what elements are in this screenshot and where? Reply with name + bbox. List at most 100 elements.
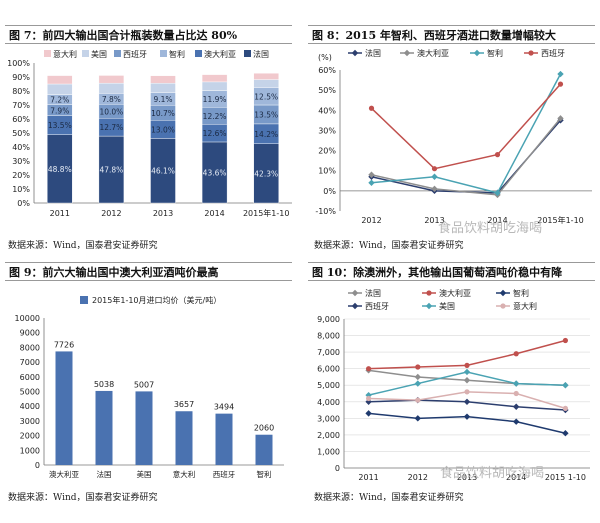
fig7-legend-label: 西班牙: [123, 49, 147, 59]
fig8-legend-label: 西班牙: [541, 48, 565, 58]
fig7-legend-label: 智利: [169, 49, 185, 59]
fig8-legend-label: 澳大利亚: [417, 48, 449, 58]
fig8-chart: (%) 法国 澳大利亚 智利 西班牙 -10% 0% 10% 20% 30% 40% 50% 60% 20…: [315, 48, 592, 225]
fig8-ytick-label: 60%: [318, 66, 336, 75]
fig9-ytick-label: 5000: [20, 388, 40, 397]
fig7-legend-swatch: [160, 50, 167, 57]
fig10-legend-label: 美国: [439, 301, 455, 311]
fig7-xtick-label: 2012: [101, 209, 121, 218]
fig7-data-label: 48.8%: [48, 165, 72, 174]
fig7-ytick-label: 40%: [12, 143, 30, 152]
fig10-xtick-label: 2015 1-10: [545, 473, 586, 482]
fig7-data-label: 12.2%: [203, 112, 227, 121]
fig10-data-point: [513, 390, 519, 397]
fig10-xtick-label: 2012: [408, 473, 428, 482]
fig9-xtick-label: 意大利: [173, 469, 196, 479]
fig8-unit-label: (%): [318, 53, 332, 62]
fig9-ytick-label: 9000: [20, 329, 40, 338]
fig8-data-point: [431, 173, 438, 180]
fig7-data-label: 46.1%: [151, 167, 175, 176]
fig7-data-label: 12.5%: [254, 92, 278, 101]
fig8-legend-label: 法国: [365, 48, 381, 58]
fig10-data-point: [463, 398, 471, 405]
fig7-bar-segment: [47, 83, 73, 95]
fig9-bar: [255, 434, 273, 465]
fig7-ytick-label: 100%: [7, 59, 30, 68]
fig7-bar-segment: [201, 74, 228, 83]
fig9-bar: [135, 391, 153, 465]
fig9-xtick-label: 美国: [137, 469, 152, 479]
fig7-data-label: 11.9%: [203, 95, 227, 104]
fig8-series-line: [371, 117, 562, 196]
fig10-title: 图 10：除澳洲外，其他输出国葡萄酒吨价稳中有降: [312, 266, 563, 279]
fig10-data-point: [513, 351, 519, 357]
fig9-ytick-label: 6000: [20, 373, 40, 382]
fig8-legend-marker: [351, 49, 359, 57]
fig9-ytick-label: 1000: [20, 446, 40, 455]
fig8-title-bar: 图 8：2015 年智利、西班牙酒进口数量增幅较大: [308, 25, 595, 44]
fig9-ytick-label: 8000: [20, 343, 40, 352]
fig10-ytick-label: 4,000: [317, 398, 340, 407]
fig7-legend-swatch: [82, 50, 89, 57]
fig8-title: 图 8：2015 年智利、西班牙酒进口数量增幅较大: [312, 29, 556, 42]
fig7-data-label: 9.1%: [153, 95, 172, 104]
fig8-series-line: [371, 73, 562, 194]
fig8-ytick-label: 0%: [323, 187, 336, 196]
fig10-ytick-label: 3,000: [317, 414, 340, 423]
fig7-xtick-label: 2015年1-10: [243, 208, 290, 218]
fig10-legend-marker: [351, 302, 359, 310]
fig10-ytick-label: 1,000: [317, 447, 340, 456]
fig7-data-label: 10.7%: [151, 109, 175, 118]
fig8-data-point: [557, 115, 564, 122]
fig10-data-point: [562, 337, 568, 344]
fig9-source: 数据来源：Wind，国泰君安证券研究: [8, 493, 158, 503]
fig10-ytick-label: 0: [335, 464, 340, 473]
fig9-chart: 2015年1-10月进口均价（美元/吨） 0 1000 2000 3000 4000 500…: [15, 295, 284, 479]
fig10-data-point: [366, 395, 372, 402]
fig9-data-label: 7726: [54, 340, 74, 349]
fig7-source: 数据来源：Wind，国泰君安证券研究: [8, 241, 158, 251]
fig10-legend-label: 澳大利亚: [439, 288, 471, 298]
fig7-data-label: 13.0%: [151, 125, 175, 134]
fig7-xtick-label: 2014: [204, 209, 224, 218]
fig8-data-point: [368, 179, 375, 186]
fig10-data-point: [513, 403, 520, 410]
fig8-data-point: [494, 189, 501, 197]
fig10-data-point: [463, 413, 471, 420]
fig7-data-label: 10.0%: [99, 107, 123, 116]
fig7-title: 图 7：前四大输出国合计瓶装数量占比达 80%: [9, 29, 238, 42]
fig9-legend-label: 2015年1-10月进口均价（美元/吨）: [92, 295, 221, 305]
fig9-data-label: 3657: [174, 400, 194, 409]
fig7-data-label: 12.6%: [203, 129, 227, 138]
fig9-bar: [175, 411, 193, 465]
fig7-bar-segment: [98, 82, 125, 94]
fig8-data-point: [494, 152, 501, 158]
fig7-legend-label: 法国: [253, 49, 269, 59]
fig7-legend-label: 澳大利亚: [204, 49, 236, 59]
watermark-bottom: 食品饮料胡吃海喝: [440, 466, 545, 481]
fig8-legend-marker: [473, 49, 481, 57]
fig8-data-point: [557, 81, 564, 87]
fig10-xtick-label: 2011: [358, 473, 378, 482]
fig9-xtick-label: 西班牙: [213, 469, 236, 479]
fig7-xtick-label: 2013: [153, 209, 173, 218]
fig7-data-label: 47.8%: [99, 166, 123, 175]
fig9-xtick-label: 法国: [97, 469, 112, 479]
fig8-data-point: [557, 70, 564, 78]
fig7-ytick-label: 20%: [12, 171, 30, 180]
fig9-ytick-label: 3000: [20, 417, 40, 426]
fig8-panel: 图 8：2015 年智利、西班牙酒进口数量增幅较大 (%) 法国 澳大利亚 智利 西班牙…: [300, 0, 600, 262]
fig10-legend-marker: [499, 289, 507, 297]
fig7-ytick-label: 0%: [17, 199, 30, 208]
fig10-ytick-label: 6,000: [317, 365, 340, 374]
fig7-legend-swatch: [44, 50, 51, 57]
fig7-legend-label: 意大利: [53, 49, 77, 59]
fig10-legend-marker: [500, 303, 506, 309]
fig7-bar-segment: [253, 79, 279, 88]
fig10-ytick-label: 9,000: [317, 315, 340, 324]
fig9-bar: [215, 413, 233, 465]
fig7-bar-segment: [98, 75, 125, 84]
fig7-xtick-label: 2011: [50, 209, 70, 218]
fig7-ytick-label: 70%: [12, 101, 30, 110]
fig9-bar: [95, 390, 113, 465]
